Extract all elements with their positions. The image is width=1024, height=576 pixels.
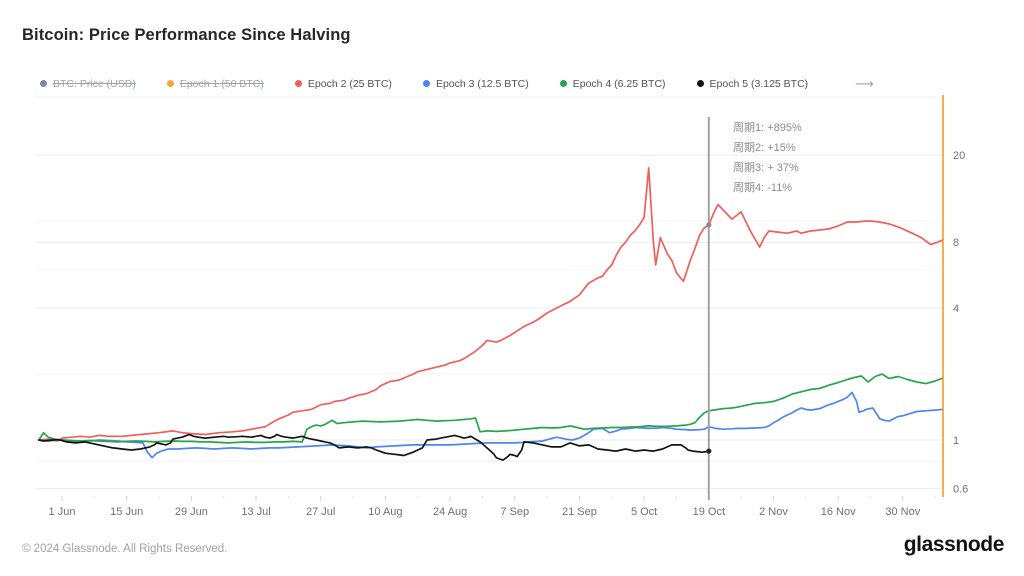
x-axis-label: 2 Nov <box>759 506 788 518</box>
legend-dot-icon <box>696 80 704 87</box>
series-line-epoch-2-25-btc- <box>38 166 944 442</box>
glassnode-logo: glassnode <box>903 533 1005 556</box>
legend-dot-icon <box>559 80 567 87</box>
cycle-annotation-line: 周期3: + 37% <box>733 162 799 174</box>
x-axis-label: 16 Nov <box>821 506 856 518</box>
legend-overflow-arrow-icon[interactable]: ⟶ <box>855 76 874 91</box>
x-axis-label: 21 Sep <box>562 506 597 518</box>
legend-item-btc-price-usd-[interactable]: BTC: Price (USD) <box>40 78 136 90</box>
x-axis-label: 24 Aug <box>433 506 467 518</box>
cycle-performance-annotation: 周期1: +895% 周期2: +15% 周期3: + 37% 周期4: -11% <box>733 118 802 198</box>
legend-item-epoch-5-3.125-btc-[interactable]: Epoch 5 (3.125 BTC) <box>696 77 809 90</box>
legend-item-epoch-1-50-btc-[interactable]: Epoch 1 (50 BTC) <box>166 77 264 90</box>
epoch2-at-comparison-marker-dot <box>706 222 712 228</box>
chart-legend: BTC: Price (USD) Epoch 1 (50 BTC) Epoch 2 … <box>40 77 874 90</box>
x-axis-label: 15 Jun <box>110 506 143 518</box>
y-axis-label: 1 <box>953 435 959 447</box>
y-axis-label: 4 <box>953 303 959 315</box>
legend-item-label: Epoch 5 (3.125 BTC) <box>709 77 809 90</box>
legend-item-label: Epoch 4 (6.25 BTC) <box>572 77 666 90</box>
y-axis-label: 20 <box>953 150 965 162</box>
cycle-annotation-line: 周期2: +15% <box>733 142 796 154</box>
legend-item-label: BTC: Price (USD) <box>53 77 136 90</box>
y-axis-label: 8 <box>953 237 959 249</box>
legend-dot-icon <box>40 80 47 87</box>
epoch5-endpoint-marker-dot <box>706 448 712 454</box>
series-line-epoch-3-12.5-btc- <box>38 391 944 459</box>
chart-title: Bitcoin: Price Performance Since Halving <box>22 26 351 44</box>
legend-item-label: Epoch 3 (12.5 BTC) <box>435 77 529 90</box>
x-axis-label: 10 Aug <box>368 506 402 518</box>
legend-item-epoch-2-25-btc-[interactable]: Epoch 2 (25 BTC) <box>294 77 392 90</box>
cycle-annotation-line: 周期4: -11% <box>733 182 793 194</box>
series-line-epoch-5-3.125-btc- <box>38 433 710 461</box>
legend-item-epoch-4-6.25-btc-[interactable]: Epoch 4 (6.25 BTC) <box>559 77 666 90</box>
legend-dot-icon <box>166 80 174 87</box>
copyright-text: © 2024 Glassnode. All Rights Reserved. <box>22 543 228 555</box>
legend-item-label: Epoch 1 (50 BTC) <box>179 77 264 90</box>
x-axis-label: 29 Jun <box>175 506 208 518</box>
x-axis-label: 5 Oct <box>631 506 657 518</box>
series-line-epoch-4-6.25-btc- <box>38 373 944 444</box>
y-axis-label: 0.6 <box>953 484 968 496</box>
x-axis-label: 27 Jul <box>306 506 335 518</box>
cycle-annotation-line: 周期1: +895% <box>733 122 802 134</box>
x-axis-label: 30 Nov <box>885 506 920 518</box>
x-axis-label: 1 Jun <box>49 506 76 518</box>
legend-item-label: Epoch 2 (25 BTC) <box>307 77 392 90</box>
legend-dot-icon <box>294 80 302 87</box>
x-axis-label: 7 Sep <box>500 506 529 518</box>
legend-dot-icon <box>422 80 430 87</box>
legend-item-epoch-3-12.5-btc-[interactable]: Epoch 3 (12.5 BTC) <box>422 77 529 90</box>
x-axis-label: 13 Jul <box>241 506 270 518</box>
x-axis-label: 19 Oct <box>693 506 725 518</box>
